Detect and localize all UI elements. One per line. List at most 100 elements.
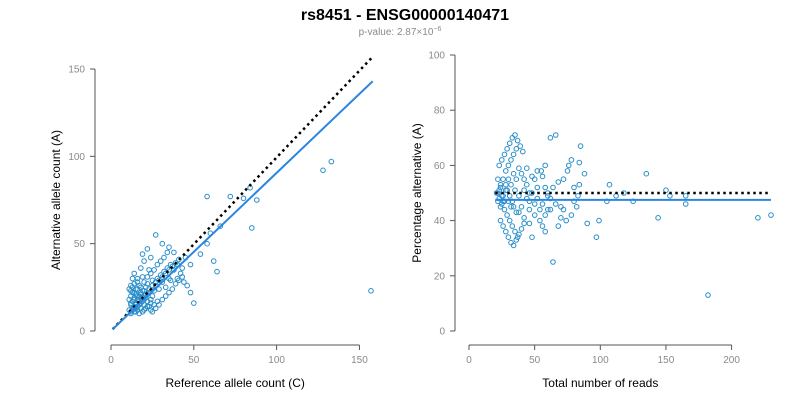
- data-point: [138, 291, 144, 298]
- data-point: [204, 240, 210, 247]
- data-point: [138, 265, 144, 271]
- data-point: [495, 176, 501, 182]
- allele-count-plot: 0 50 100 150 0 50 100 150 Reference allele count…: [49, 55, 374, 390]
- data-point: [171, 249, 177, 256]
- data-point: [139, 251, 146, 257]
- data-point: [141, 258, 147, 264]
- data-point: [197, 251, 204, 257]
- data-point: [169, 263, 176, 270]
- data-point: [141, 279, 147, 285]
- data-point: [500, 176, 506, 182]
- data-point: [510, 170, 517, 177]
- data-point: [156, 302, 162, 308]
- data-point: [152, 232, 159, 238]
- data-point: [529, 173, 535, 180]
- data-point: [146, 303, 152, 310]
- data-point: [560, 176, 567, 182]
- data-point: [542, 212, 549, 218]
- data-point: [187, 261, 194, 268]
- data-point: [497, 184, 504, 191]
- data-point: [172, 260, 179, 266]
- data-point: [542, 162, 549, 169]
- expected-ratio-line: [111, 55, 374, 331]
- data-point: [253, 197, 260, 203]
- data-point: [179, 274, 185, 280]
- data-point: [497, 217, 504, 224]
- data-point: [509, 135, 516, 141]
- data-point: [128, 300, 134, 306]
- data-point: [539, 223, 546, 229]
- data-point: [531, 176, 538, 182]
- data-point: [521, 176, 527, 182]
- data-point: [552, 132, 559, 138]
- y-tick-label: 100: [68, 152, 85, 163]
- data-point: [217, 223, 224, 229]
- data-point: [534, 184, 541, 191]
- x-axis-label: Reference allele count (C): [166, 376, 305, 390]
- data-point: [529, 234, 535, 240]
- data-point: [513, 146, 520, 152]
- data-point: [545, 193, 551, 199]
- data-point: [139, 274, 146, 280]
- data-point: [514, 234, 521, 240]
- data-point: [593, 234, 600, 240]
- data-point: [539, 201, 546, 207]
- x-tick-label: 50: [188, 355, 200, 366]
- data-point: [518, 226, 525, 232]
- data-point: [172, 281, 179, 287]
- data-point: [545, 206, 551, 213]
- data-point: [166, 289, 172, 296]
- data-point: [526, 220, 533, 227]
- data-point: [531, 212, 538, 218]
- data-point: [682, 193, 689, 199]
- data-point: [187, 289, 194, 296]
- data-point: [513, 209, 520, 216]
- data-point: [249, 225, 255, 231]
- data-point: [144, 246, 151, 252]
- data-point: [156, 277, 162, 284]
- data-point: [176, 256, 182, 263]
- data-point: [539, 173, 546, 180]
- y-tick-label: 150: [68, 65, 85, 76]
- data-point: [184, 282, 190, 289]
- data-point: [516, 165, 522, 171]
- data-point: [161, 254, 167, 261]
- data-point: [148, 254, 154, 261]
- data-point: [159, 240, 166, 247]
- data-point: [542, 228, 549, 235]
- data-point: [504, 187, 510, 193]
- data-point: [508, 181, 514, 188]
- data-point: [514, 137, 521, 144]
- data-point: [510, 242, 517, 249]
- data-point: [531, 201, 538, 207]
- data-point: [555, 223, 562, 229]
- data-point: [181, 279, 187, 285]
- data-point: [131, 296, 137, 303]
- data-point: [576, 159, 583, 166]
- data-point: [499, 157, 505, 163]
- data-point: [537, 206, 543, 213]
- data-point: [550, 259, 556, 265]
- data-point: [755, 215, 761, 221]
- pvalue-prefix: p-value:: [359, 27, 397, 38]
- data-point: [505, 162, 512, 169]
- data-point: [500, 223, 506, 229]
- data-point: [152, 305, 159, 312]
- data-point: [328, 158, 335, 165]
- data-point: [227, 193, 234, 200]
- pvalue-subtitle: p-value: 2.87×10−6: [359, 26, 442, 38]
- data-point: [131, 281, 137, 287]
- data-point: [240, 195, 247, 202]
- data-point: [508, 239, 514, 246]
- data-point: [518, 204, 525, 210]
- data-point: [563, 217, 570, 224]
- data-point: [524, 181, 530, 188]
- figure-title: rs8451 - ENSG00000140471: [301, 7, 509, 24]
- data-point: [164, 249, 171, 256]
- data-point: [169, 286, 176, 292]
- y-tick-label: 80: [434, 106, 446, 117]
- data-point: [524, 165, 530, 171]
- data-point: [558, 215, 564, 221]
- data-point: [513, 176, 520, 182]
- data-point: [705, 292, 711, 298]
